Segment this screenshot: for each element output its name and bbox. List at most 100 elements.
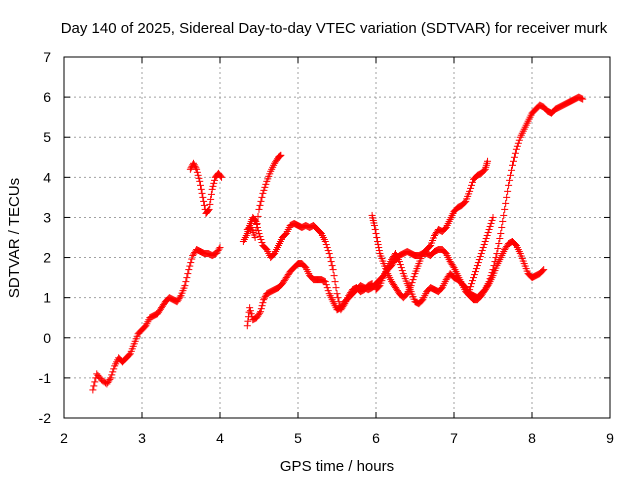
data-point bbox=[321, 238, 329, 246]
y-tick-label: 3 bbox=[43, 209, 51, 225]
data-point bbox=[484, 157, 492, 165]
data-point bbox=[197, 181, 204, 189]
data-point bbox=[488, 269, 496, 277]
data-point bbox=[471, 268, 479, 276]
data-point bbox=[182, 278, 190, 286]
data-point bbox=[489, 213, 497, 221]
data-point bbox=[253, 219, 261, 227]
y-tick-label: 2 bbox=[43, 250, 51, 266]
data-point bbox=[486, 275, 494, 283]
data-point bbox=[260, 296, 268, 304]
data-point bbox=[498, 223, 506, 231]
data-point bbox=[492, 254, 500, 262]
data-point bbox=[257, 236, 265, 244]
data-point bbox=[209, 182, 217, 190]
data-point bbox=[372, 229, 380, 237]
data-point bbox=[509, 157, 517, 165]
data-point bbox=[192, 164, 200, 172]
x-tick-label: 7 bbox=[450, 430, 458, 446]
data-point bbox=[449, 262, 457, 270]
data-point bbox=[395, 258, 403, 266]
data-point bbox=[370, 221, 378, 229]
data-point bbox=[467, 184, 475, 192]
data-point bbox=[483, 231, 491, 239]
data-point bbox=[181, 282, 189, 290]
data-point bbox=[276, 152, 284, 160]
data-point bbox=[204, 206, 212, 214]
data-point bbox=[256, 201, 264, 209]
y-tick-label: 4 bbox=[43, 169, 51, 185]
data-point bbox=[215, 245, 223, 253]
data-point bbox=[467, 283, 475, 291]
data-point bbox=[251, 234, 259, 241]
data-point bbox=[497, 229, 505, 237]
data-point bbox=[321, 278, 329, 286]
data-point bbox=[512, 145, 520, 153]
data-point bbox=[495, 240, 503, 248]
data-point bbox=[188, 255, 196, 263]
data-point bbox=[484, 228, 492, 236]
y-axis-label: SDTVAR / TECUs bbox=[6, 178, 23, 298]
data-point bbox=[110, 365, 118, 373]
data-point bbox=[374, 238, 382, 246]
data-point bbox=[397, 264, 405, 272]
data-point bbox=[479, 244, 487, 252]
data-point bbox=[255, 205, 263, 213]
data-point bbox=[474, 259, 482, 267]
data-point bbox=[505, 181, 513, 189]
data-point bbox=[194, 171, 202, 179]
data-point bbox=[579, 95, 587, 103]
data-point bbox=[461, 198, 469, 206]
data-point bbox=[328, 262, 336, 270]
data-point bbox=[334, 294, 342, 302]
data-point bbox=[502, 199, 510, 207]
data-point bbox=[493, 250, 501, 258]
y-tick-label: 6 bbox=[43, 89, 51, 105]
data-point bbox=[540, 266, 548, 274]
data-point bbox=[217, 172, 225, 180]
data-point bbox=[186, 262, 194, 270]
data-point bbox=[466, 187, 474, 195]
data-point bbox=[472, 265, 480, 273]
data-point bbox=[323, 244, 331, 252]
x-tick-label: 6 bbox=[372, 430, 380, 446]
data-point bbox=[482, 235, 490, 243]
data-point bbox=[332, 284, 340, 292]
data-point bbox=[191, 162, 199, 170]
data-point bbox=[373, 234, 381, 241]
data-point bbox=[276, 152, 284, 160]
data-point bbox=[515, 136, 523, 144]
data-point bbox=[91, 378, 99, 386]
data-point bbox=[258, 193, 266, 201]
data-point bbox=[275, 153, 283, 161]
data-point bbox=[480, 166, 488, 174]
axis-ticks bbox=[63, 56, 611, 419]
data-point bbox=[324, 247, 332, 255]
data-point bbox=[539, 267, 547, 275]
data-point bbox=[396, 261, 404, 269]
data-point bbox=[325, 250, 333, 258]
data-point bbox=[260, 186, 268, 194]
data-point bbox=[190, 161, 198, 169]
data-point bbox=[510, 153, 518, 161]
data-point bbox=[257, 197, 265, 205]
x-tick-label: 4 bbox=[216, 430, 224, 446]
data-point bbox=[470, 271, 478, 279]
data-point bbox=[216, 244, 224, 252]
data-point bbox=[466, 286, 474, 294]
data-point bbox=[375, 283, 383, 291]
data-point bbox=[256, 232, 264, 240]
data-point bbox=[186, 165, 194, 173]
y-tick-label: -2 bbox=[39, 410, 52, 426]
data-point bbox=[277, 151, 285, 159]
x-axis-label: GPS time / hours bbox=[280, 458, 394, 475]
data-point bbox=[189, 159, 197, 167]
data-point bbox=[246, 304, 254, 312]
data-point bbox=[327, 258, 335, 266]
data-point bbox=[259, 299, 267, 307]
x-tick-label: 2 bbox=[60, 430, 68, 446]
data-point bbox=[509, 161, 516, 169]
data-point bbox=[374, 241, 382, 249]
data-point bbox=[262, 180, 270, 188]
